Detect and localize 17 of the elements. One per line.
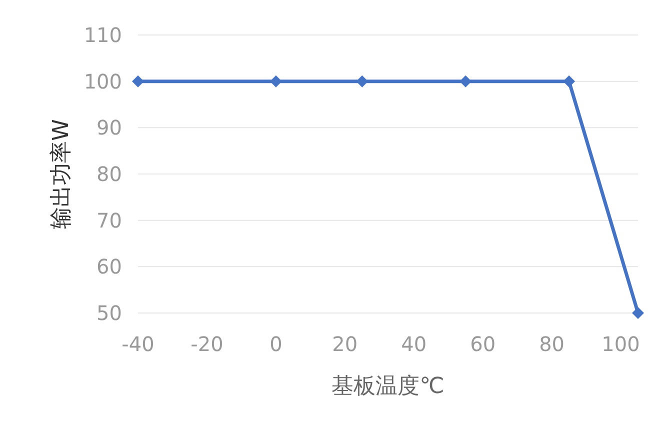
x-tick-label: 0 <box>270 332 282 356</box>
x-tick-label: 80 <box>539 332 565 356</box>
y-tick-label: 80 <box>96 162 122 186</box>
x-tick-label: 20 <box>332 332 358 356</box>
x-tick-label: 100 <box>602 332 640 356</box>
x-tick-label: -40 <box>122 332 154 356</box>
y-tick-label: 90 <box>96 116 122 140</box>
x-tick-label: 60 <box>470 332 496 356</box>
x-tick-label: 40 <box>401 332 427 356</box>
y-tick-label: 100 <box>84 69 122 94</box>
y-tick-label: 60 <box>96 254 122 279</box>
x-axis-title: 基板温度℃ <box>332 374 444 399</box>
y-tick-label: 70 <box>96 208 122 232</box>
x-tick-label: -20 <box>190 332 224 356</box>
y-tick-label: 50 <box>96 301 122 325</box>
y-axis-title: 输出功率W <box>49 118 74 229</box>
y-tick-label: 110 <box>84 23 122 47</box>
